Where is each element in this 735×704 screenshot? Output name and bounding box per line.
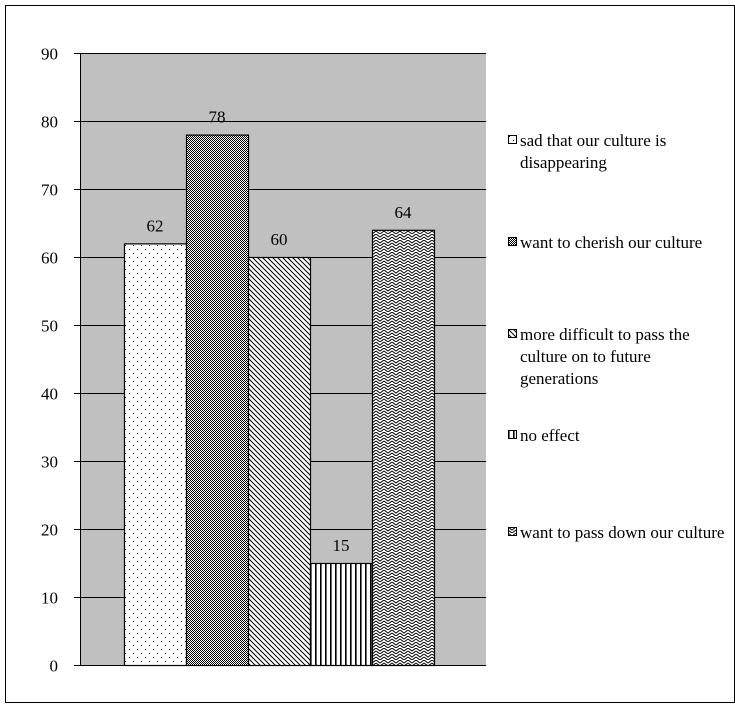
- bar: [247, 256, 312, 667]
- legend-item: want to cherish our culture: [508, 232, 730, 254]
- legend-item: want to pass down our culture: [508, 522, 730, 544]
- legend-label: more difficult to pass the culture on to…: [520, 325, 690, 388]
- y-tick-label: 10: [41, 589, 58, 608]
- bar: [123, 243, 188, 667]
- legend-swatch: [508, 527, 517, 536]
- y-tick-label: 70: [41, 181, 58, 200]
- legend-swatch: [508, 237, 517, 246]
- bar: [185, 134, 250, 667]
- y-axis: 0 10 20 30 40 50 60 70 80 90: [41, 45, 81, 676]
- legend-label: want to cherish our culture: [520, 233, 703, 252]
- legend-swatch: [508, 329, 517, 338]
- legend-label: no effect: [520, 426, 580, 445]
- y-tick-label: 80: [41, 113, 58, 132]
- data-label: 15: [333, 536, 350, 555]
- y-tick-label: 20: [41, 521, 58, 540]
- y-tick-label: 50: [41, 317, 58, 336]
- legend-item: no effect: [508, 425, 730, 447]
- bars: [80, 134, 486, 667]
- legend-swatch: [508, 430, 517, 439]
- legend-label: sad that our culture is disappearing: [520, 131, 667, 172]
- legend-item: more difficult to pass the culture on to…: [508, 324, 730, 390]
- y-tick-label: 90: [41, 45, 58, 64]
- y-tick-label: 40: [41, 385, 58, 404]
- data-label: 60: [271, 230, 288, 249]
- legend-swatch: [508, 135, 517, 144]
- legend-label: want to pass down our culture: [520, 523, 725, 542]
- y-tick-label: 0: [50, 657, 59, 676]
- data-label: 64: [395, 203, 413, 222]
- y-tick-label: 60: [41, 249, 58, 268]
- data-label: 78: [209, 108, 226, 127]
- data-label: 62: [147, 216, 164, 235]
- bar: [309, 562, 374, 667]
- y-tick-label: 30: [41, 453, 58, 472]
- legend-item: sad that our culture is disappearing: [508, 130, 730, 174]
- data-labels: 62 78 60 15 64: [147, 108, 413, 555]
- bar: [371, 229, 436, 667]
